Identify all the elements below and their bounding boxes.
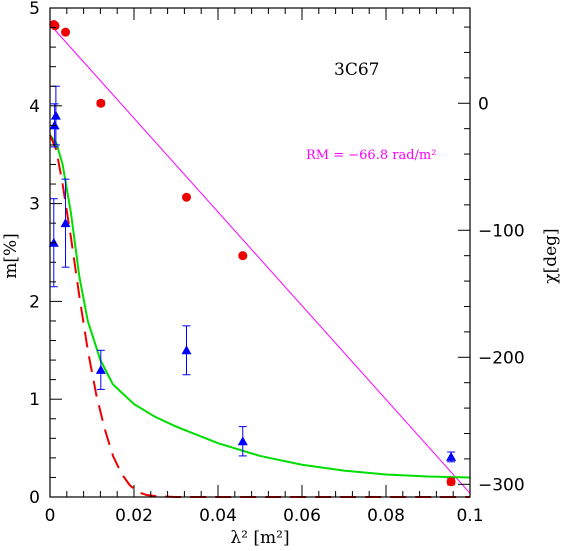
curves-layer xyxy=(49,24,471,498)
y2-axis-label: χ[deg] xyxy=(541,228,561,283)
rm-fit-line xyxy=(49,24,471,494)
triangle-point xyxy=(50,110,61,120)
y2-tick-label: −300 xyxy=(478,475,525,495)
triangle-point xyxy=(237,436,248,446)
y-axis-label: m[%] xyxy=(1,233,21,279)
x-tick-label: 0.06 xyxy=(283,506,321,526)
triangle-point xyxy=(95,364,106,374)
y2-tick-label: −200 xyxy=(478,348,525,368)
circle-point xyxy=(238,251,248,261)
x-tick-label: 0 xyxy=(45,506,56,526)
y-tick-label: 3 xyxy=(29,195,40,215)
green-model-curve xyxy=(49,134,471,479)
x-tick-label: 0.1 xyxy=(456,506,483,526)
x-tick-label: 0.02 xyxy=(115,506,153,526)
plot-frame xyxy=(49,7,471,498)
triangle-point xyxy=(60,218,71,228)
y-tick-label: 4 xyxy=(29,97,40,117)
circle-point xyxy=(446,477,456,487)
circle-point xyxy=(96,98,106,108)
x-tick-label: 0.08 xyxy=(367,506,405,526)
y2-tick-label: 0 xyxy=(478,94,489,114)
x-tick-label: 0.04 xyxy=(199,506,237,526)
source-label: 3C67 xyxy=(334,60,379,80)
x-axis-label: λ² [m²] xyxy=(230,528,289,548)
y-tick-label: 1 xyxy=(29,390,40,410)
y-tick-label: 0 xyxy=(29,488,40,508)
triangle-point xyxy=(446,451,457,461)
points-layer xyxy=(48,20,457,487)
circle-point xyxy=(61,27,71,37)
y-tick-label: 2 xyxy=(29,292,40,312)
y2-tick-label: −100 xyxy=(478,221,525,241)
rm-annotation: RM = −66.8 rad/m² xyxy=(306,148,436,163)
circle-point xyxy=(50,21,60,31)
ticks-layer: 0 0.02 0.04 0.06 0.08 0.1 0 1 2 3 4 5 0 −100 −200 −300 xyxy=(29,0,525,526)
circle-point xyxy=(182,192,191,202)
dashed-model-curve xyxy=(49,134,470,498)
triangle-point xyxy=(181,345,192,355)
y-tick-label: 5 xyxy=(29,0,40,19)
